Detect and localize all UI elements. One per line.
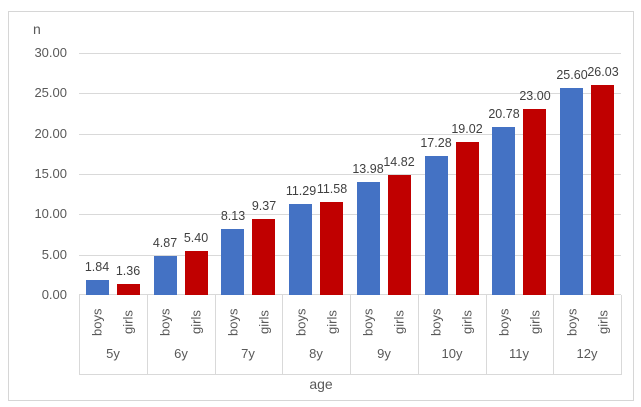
value-label-boys-6y: 4.87 [152,236,178,250]
gridline [79,174,621,175]
bar-girls-9y [388,175,411,295]
category-band-separator [215,295,216,375]
category-label-10y: 10y [441,346,463,361]
x-axis-category-band: boys girls 5y boys girls 6y boys girls 7y boys gir… [79,295,622,375]
series-label-boys: boys [360,308,376,336]
value-label-girls-8y: 11.58 [316,182,348,196]
value-label-boys-11y: 20.78 [488,107,520,121]
value-label-boys-5y: 1.84 [84,260,110,274]
bar-boys-10y [425,156,448,295]
value-label-boys-9y: 13.98 [352,162,384,176]
bar-boys-9y [357,182,380,295]
category-label-6y: 6y [174,346,188,361]
value-label-boys-12y: 25.60 [556,68,588,82]
y-tick-label: 15.00 [34,166,67,181]
bar-boys-5y [86,280,109,295]
series-label-girls: girls [256,310,272,334]
bar-girls-6y [185,251,208,295]
x-axis-baseline [79,294,621,295]
value-label-girls-9y: 14.82 [383,155,415,169]
category-label-5y: 5y [106,346,120,361]
x-axis-title: age [309,376,333,392]
y-tick-label: 10.00 [34,206,67,221]
category-label-9y: 9y [377,346,391,361]
value-label-girls-10y: 19.02 [451,122,483,136]
series-label-girls: girls [188,310,204,334]
value-label-girls-7y: 9.37 [251,199,277,213]
value-label-boys-7y: 8.13 [220,209,246,223]
plot-area: 1.84 4.87 8.13 11.29 13.98 17.28 20.78 25.60 1.3… [79,53,621,295]
value-label-girls-5y: 1.36 [115,264,141,278]
value-label-boys-8y: 11.29 [285,184,317,198]
gridline [79,134,621,135]
bar-boys-11y [492,127,515,295]
series-label-boys: boys [89,308,105,336]
chart-frame: n 30.00 25.00 20.00 15.00 10.00 5.00 0.00 1.84… [8,11,634,401]
series-label-girls: girls [120,310,136,334]
value-label-girls-11y: 23.00 [519,89,551,103]
series-label-boys: boys [157,308,173,336]
category-band-separator [79,295,80,375]
category-band-separator [282,295,283,375]
series-label-girls: girls [527,310,543,334]
category-band-separator [486,295,487,375]
category-label-7y: 7y [241,346,255,361]
series-label-boys: boys [225,308,241,336]
series-label-boys: boys [564,308,580,336]
series-label-boys: boys [293,308,309,336]
category-band-bottom-border [79,374,621,375]
value-label-girls-6y: 5.40 [183,231,209,245]
series-label-girls: girls [595,310,611,334]
category-band-separator [553,295,554,375]
y-tick-label: 0.00 [41,287,67,302]
category-band-separator [418,295,419,375]
bar-girls-10y [456,142,479,295]
value-label-boys-10y: 17.28 [420,136,452,150]
bar-boys-12y [560,88,583,295]
category-band-separator [621,295,622,375]
gridline [79,93,621,94]
bar-boys-6y [154,256,177,295]
y-tick-label: 30.00 [34,45,67,60]
gridline [79,214,621,215]
y-tick-label: 20.00 [34,126,67,141]
bar-girls-12y [591,85,614,295]
category-label-8y: 8y [309,346,323,361]
series-label-girls: girls [391,310,407,334]
bar-girls-5y [117,284,140,295]
gridline [79,255,621,256]
series-label-boys: boys [496,308,512,336]
category-label-11y: 11y [509,346,529,361]
value-label-girls-12y: 26.03 [587,65,619,79]
gridline [79,53,621,54]
category-band-separator [147,295,148,375]
y-axis-title: n [33,21,41,37]
bar-boys-7y [221,229,244,295]
series-label-girls: girls [324,310,340,334]
category-label-12y: 12y [576,346,598,361]
y-tick-label: 25.00 [34,85,67,100]
y-tick-label: 5.00 [41,247,67,262]
bar-girls-11y [523,109,546,295]
series-label-boys: boys [428,308,444,336]
bar-girls-7y [252,219,275,295]
bar-girls-8y [320,202,343,295]
series-label-girls: girls [459,310,475,334]
category-band-separator [350,295,351,375]
bar-boys-8y [289,204,312,295]
